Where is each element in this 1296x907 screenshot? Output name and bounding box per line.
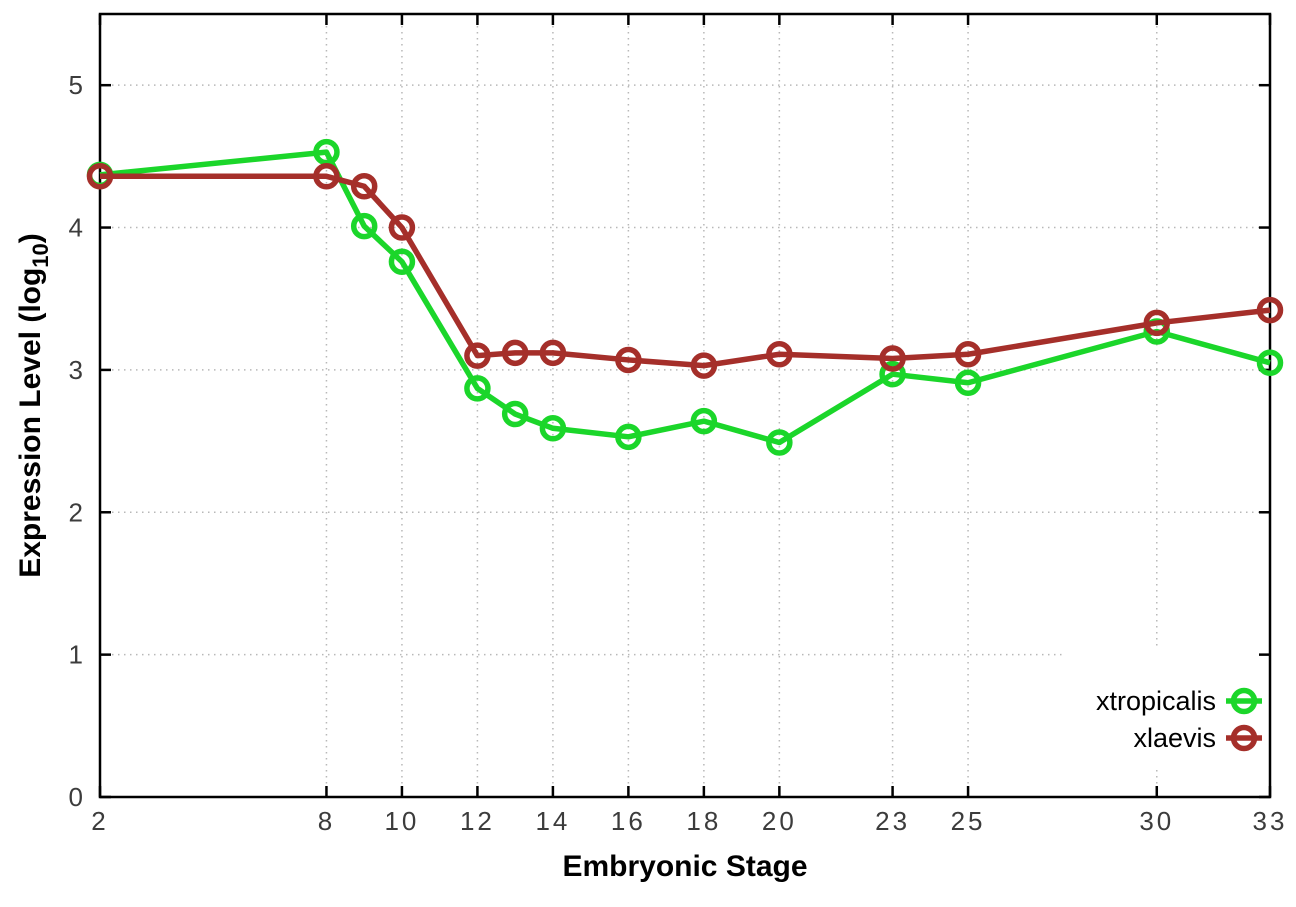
x-tick-label: 18 — [686, 806, 721, 836]
x-tick-label: 30 — [1139, 806, 1174, 836]
data-point-xtropicalis — [388, 248, 416, 275]
legend-sample-marker — [1230, 724, 1258, 752]
data-point-xlaevis — [388, 214, 416, 241]
y-tick-label: 3 — [69, 355, 86, 385]
data-point-xlaevis — [1143, 309, 1171, 337]
data-point-xtropicalis — [501, 400, 529, 428]
data-point-xtropicalis — [313, 138, 340, 166]
y-tick-label: 1 — [69, 640, 86, 670]
plot-border — [98, 12, 1272, 799]
x-tick-label: 16 — [611, 806, 646, 836]
legend-sample-marker — [1230, 687, 1258, 715]
data-point-xtropicalis — [1256, 349, 1284, 377]
y-tick-label: 2 — [69, 497, 86, 527]
gridlines — [100, 14, 1270, 797]
data-point-xlaevis — [501, 339, 529, 367]
x-tick-label: 20 — [762, 806, 797, 836]
data-point-xtropicalis — [766, 429, 793, 456]
data-point-xlaevis — [350, 173, 378, 200]
x-tick-label: 8 — [318, 806, 335, 836]
data-point-xtropicalis — [350, 212, 378, 240]
x-tick-label: 25 — [951, 806, 986, 836]
legend-entry-xtropicalis: xtropicalis — [1096, 686, 1262, 716]
x-tick-label: 10 — [384, 806, 419, 836]
y-axis-title: Expression Level (log10) — [14, 233, 53, 578]
axis-ticks — [98, 14, 1272, 799]
data-point-xlaevis — [313, 163, 340, 190]
x-tick-label: 12 — [460, 806, 495, 836]
y-tick-label: 5 — [69, 70, 86, 100]
data-point-xtropicalis — [539, 415, 567, 442]
data-point-xtropicalis — [690, 407, 718, 435]
x-tick-label: 14 — [535, 806, 570, 836]
data-point-xlaevis — [539, 339, 567, 367]
data-point-xtropicalis — [464, 375, 491, 402]
y-tick-label: 0 — [69, 782, 86, 812]
legend-entry-xlaevis: xlaevis — [1133, 723, 1262, 753]
data-point-xlaevis — [464, 342, 491, 369]
data-point-xtropicalis — [615, 423, 642, 451]
data-point-xlaevis — [86, 163, 114, 190]
x-tick-label: 23 — [875, 806, 910, 836]
data-point-xlaevis — [615, 346, 642, 374]
x-tick-label: 33 — [1253, 806, 1288, 836]
series-xlaevis — [86, 163, 1284, 379]
legend-label-xlaevis: xlaevis — [1133, 723, 1216, 753]
data-point-xlaevis — [690, 352, 718, 379]
legend: xtropicalis xlaevis — [1096, 686, 1262, 753]
legend-label-xtropicalis: xtropicalis — [1096, 686, 1216, 716]
data-point-xlaevis — [1256, 296, 1284, 324]
y-tick-label: 4 — [69, 213, 86, 243]
data-point-xlaevis — [954, 340, 982, 368]
x-axis-title: Embryonic Stage — [562, 850, 807, 883]
data-point-xtropicalis — [954, 369, 982, 396]
data-point-xlaevis — [879, 345, 906, 372]
data-point-xtropicalis — [879, 360, 906, 388]
data-point-xlaevis — [766, 340, 793, 368]
x-tick-label: 2 — [91, 806, 108, 836]
